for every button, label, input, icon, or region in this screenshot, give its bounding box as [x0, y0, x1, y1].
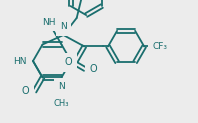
- Text: N: N: [60, 22, 67, 31]
- Text: O: O: [90, 64, 98, 74]
- Text: HN: HN: [13, 56, 27, 66]
- Text: O: O: [65, 57, 72, 67]
- Text: CF₃: CF₃: [152, 42, 167, 51]
- Text: O: O: [22, 86, 30, 96]
- Text: N: N: [58, 82, 65, 92]
- Text: NH₂: NH₂: [42, 18, 59, 27]
- Text: CH₃: CH₃: [54, 99, 69, 108]
